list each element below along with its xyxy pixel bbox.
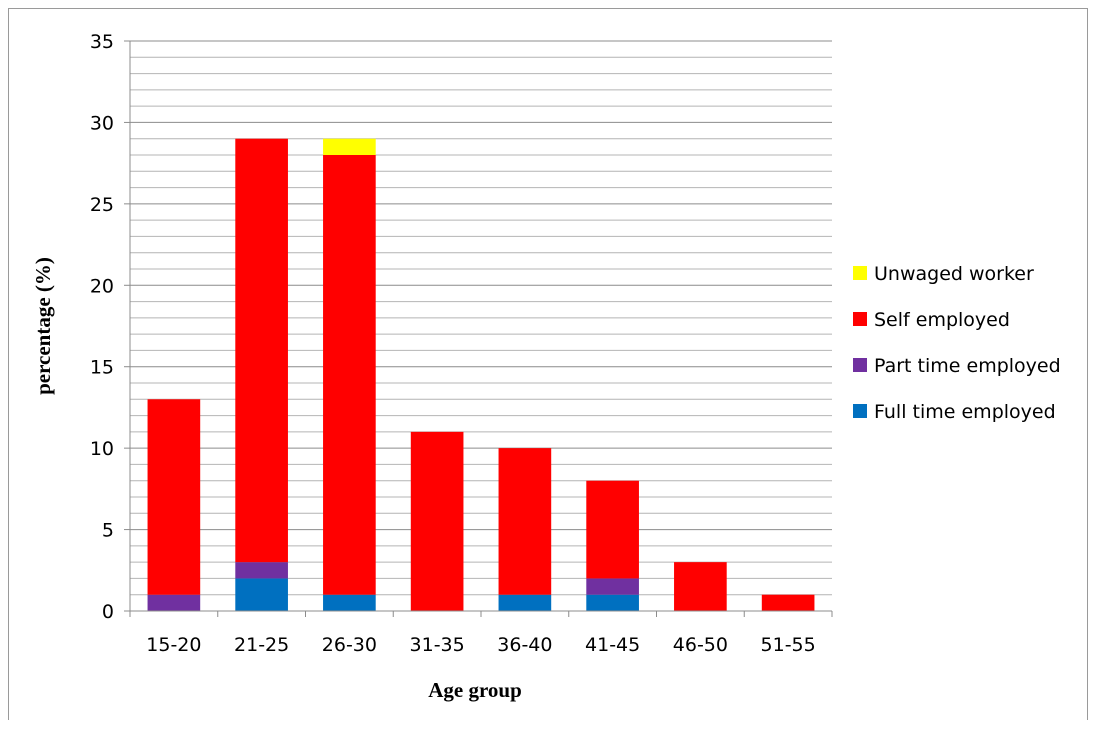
bar-segment: [586, 594, 639, 611]
x-tick-label: 15-20: [146, 634, 201, 656]
y-tick-labels: 0 5 10 15 20 25 30 35: [90, 31, 114, 623]
x-tick-label: 26-30: [322, 634, 377, 656]
bar-segment: [235, 138, 288, 563]
bar-segment: [323, 138, 376, 155]
x-tick-label: 46-50: [673, 634, 728, 656]
bar-segment: [147, 399, 201, 595]
legend-label: Unwaged worker: [874, 263, 1034, 285]
x-tick-label: 21-25: [234, 634, 289, 656]
legend-swatch: [853, 266, 867, 280]
bar-segment: [147, 594, 201, 611]
legend-label: Part time employed: [874, 355, 1061, 377]
legend-swatch: [853, 404, 867, 418]
bar-segment: [586, 578, 639, 595]
x-tick-labels: 15-20 21-25 26-30 31-35 36-40 41-45 46-50 51-55: [146, 634, 815, 656]
x-tick-label: 31-35: [410, 634, 465, 656]
bar-segment: [323, 594, 376, 611]
y-axis-title: percentage (%): [31, 257, 55, 395]
x-tick-label: 51-55: [761, 634, 816, 656]
x-axis-title: Age group: [428, 678, 522, 702]
y-tick-label: 5: [102, 520, 114, 542]
x-tick-label: 36-40: [497, 634, 552, 656]
legend-swatch: [853, 312, 867, 326]
bar-segment: [761, 594, 815, 611]
bar-segment: [498, 448, 552, 595]
bar-segment: [235, 578, 288, 611]
axes: [124, 40, 833, 617]
bar-segment: [586, 480, 639, 579]
bar-segment: [410, 431, 464, 611]
y-tick-label: 25: [90, 194, 114, 216]
legend-label: Self employed: [874, 309, 1010, 331]
bars: [147, 138, 815, 611]
y-tick-label: 20: [90, 275, 114, 297]
y-tick-label: 15: [90, 357, 114, 379]
legend: Unwaged worker Self employed Part time emp…: [853, 263, 1061, 423]
y-tick-label: 0: [102, 601, 114, 623]
y-tick-label: 30: [90, 112, 114, 134]
bar-segment: [235, 562, 288, 579]
bar-segment: [323, 155, 376, 595]
bar-segment: [674, 562, 727, 611]
y-tick-label: 10: [90, 438, 114, 460]
x-tick-label: 41-45: [585, 634, 640, 656]
bar-segment: [498, 594, 552, 611]
legend-swatch: [853, 358, 867, 372]
chart-frame: [8, 8, 1088, 720]
legend-label: Full time employed: [874, 401, 1056, 423]
y-tick-label: 35: [90, 31, 114, 53]
